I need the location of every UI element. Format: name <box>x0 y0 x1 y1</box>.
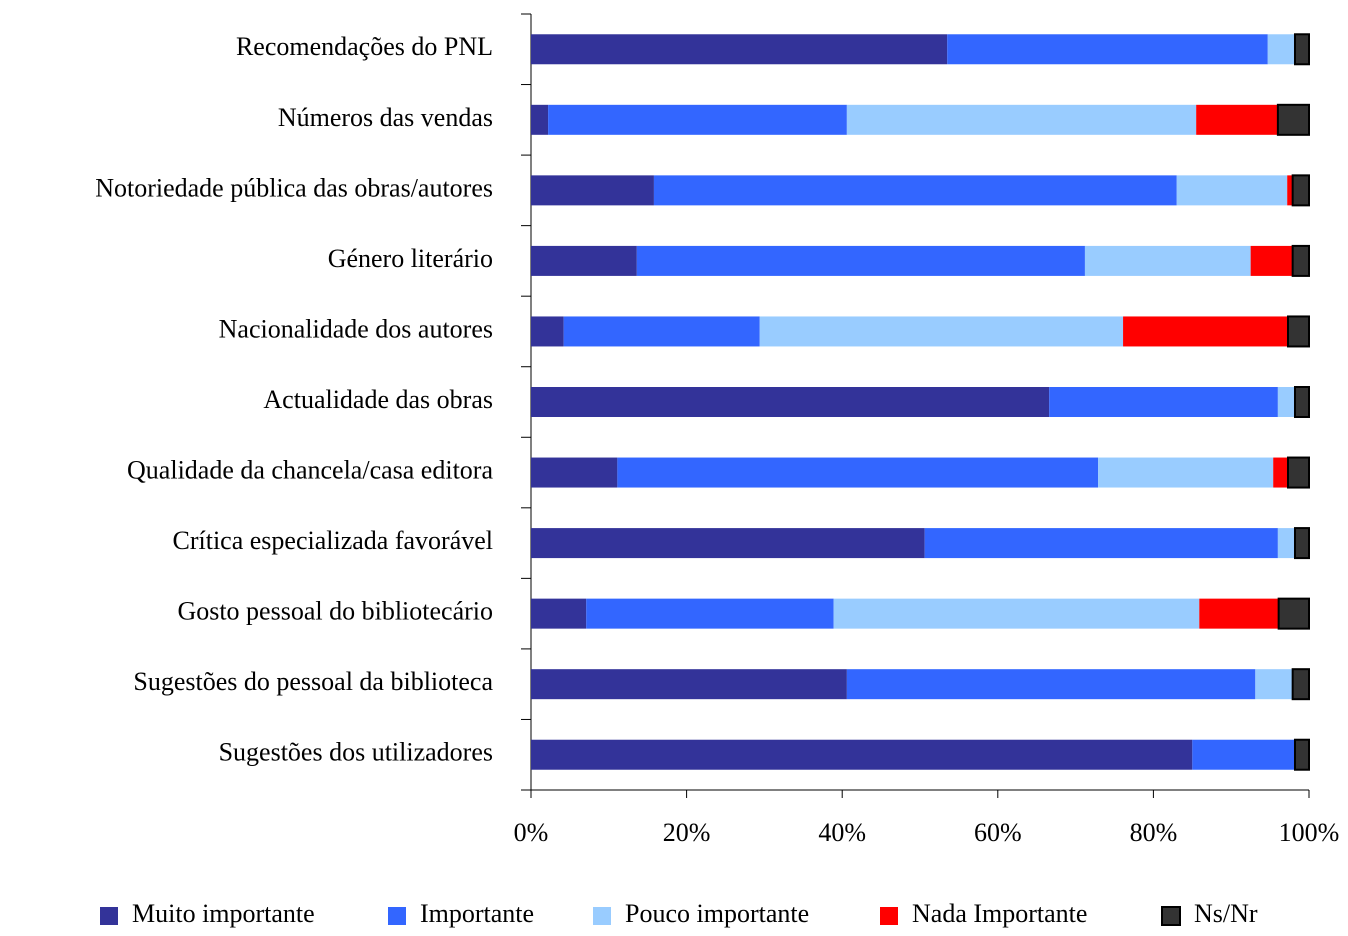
bar-segment <box>1123 316 1288 347</box>
category-label: Nacionalidade dos autores <box>219 314 493 343</box>
bar-segment <box>563 316 760 347</box>
bar-segment <box>846 104 1197 135</box>
x-tick-label: 80% <box>1130 818 1178 847</box>
bar-segment <box>531 669 847 700</box>
legend-swatch <box>880 907 898 925</box>
bar-segment <box>531 739 1193 770</box>
legend-label: Ns/Nr <box>1194 899 1258 928</box>
bar-segment <box>1049 387 1278 417</box>
category-label: Gosto pessoal do bibliotecário <box>177 597 493 626</box>
category-label: Sugestões dos utilizadores <box>219 738 493 767</box>
legend-label: Muito importante <box>132 899 315 928</box>
bar-segment <box>833 598 1200 629</box>
legend-label: Pouco importante <box>625 899 809 928</box>
bar-segment <box>1176 175 1288 206</box>
bar-segment <box>531 528 925 559</box>
category-label: Números das vendas <box>278 103 493 132</box>
bar-segment <box>1098 457 1274 488</box>
bar-segment <box>1250 245 1293 276</box>
bar-segment <box>1293 33 1310 66</box>
bar-segment <box>947 34 1268 65</box>
x-tick-label: 60% <box>974 818 1022 847</box>
bar-segment <box>636 245 1085 276</box>
x-tick-label: 100% <box>1279 818 1340 847</box>
bar-segment <box>1291 244 1310 277</box>
bar-segment <box>653 175 1177 206</box>
bar-segment <box>1196 104 1278 135</box>
bar-segment <box>1267 34 1295 65</box>
bar-segment <box>1192 739 1295 770</box>
category-label: Qualidade da chancela/casa editora <box>127 456 493 485</box>
bar-segment <box>1291 668 1310 701</box>
bar-segment <box>1293 386 1310 418</box>
bar-segment <box>531 316 564 347</box>
legend-swatch <box>593 907 611 925</box>
bar-segment <box>1276 103 1311 136</box>
bar-segment <box>1273 457 1288 488</box>
x-tick-label: 0% <box>514 818 549 847</box>
bar-segment <box>1277 528 1295 559</box>
bar-segment <box>531 175 654 206</box>
x-tick-label: 20% <box>663 818 711 847</box>
category-label: Género literário <box>328 244 493 273</box>
bar-segment <box>1286 315 1311 348</box>
bar-segment <box>531 598 587 629</box>
bar-segment <box>1199 598 1279 629</box>
bar-segment <box>531 104 549 135</box>
bar-segment <box>759 316 1124 347</box>
legend-label: Nada Importante <box>912 899 1087 928</box>
legend-swatch <box>388 907 406 925</box>
bar-segment <box>548 104 847 135</box>
bar-segment <box>1293 527 1310 560</box>
bar-segment <box>531 457 618 488</box>
bar-segment <box>531 245 637 276</box>
bar-segment <box>1287 175 1293 206</box>
bar-segment <box>1255 669 1293 700</box>
bar-segment <box>617 457 1099 488</box>
bar-segment <box>1286 456 1311 489</box>
bar-segment <box>586 598 834 629</box>
bar-segment <box>924 528 1278 559</box>
bar-segment <box>531 387 1050 417</box>
bar-segment <box>846 669 1256 700</box>
bar-segment <box>531 34 948 65</box>
category-label: Recomendações do PNL <box>236 32 493 61</box>
category-label: Sugestões do pessoal da biblioteca <box>133 667 493 696</box>
legend-swatch <box>1161 906 1181 926</box>
category-label: Crítica especializada favorável <box>173 526 493 555</box>
bar-segment <box>1277 387 1295 417</box>
category-label: Notoriedade pública das obras/autores <box>95 173 493 202</box>
bar-segment <box>1291 174 1310 207</box>
legend-swatch <box>100 907 118 925</box>
bar-segment <box>1084 245 1251 276</box>
bar-segment <box>1277 597 1310 630</box>
legend-label: Importante <box>420 899 534 928</box>
bar-segment <box>1293 738 1310 771</box>
category-label: Actualidade das obras <box>263 385 493 414</box>
x-tick-label: 40% <box>818 818 866 847</box>
